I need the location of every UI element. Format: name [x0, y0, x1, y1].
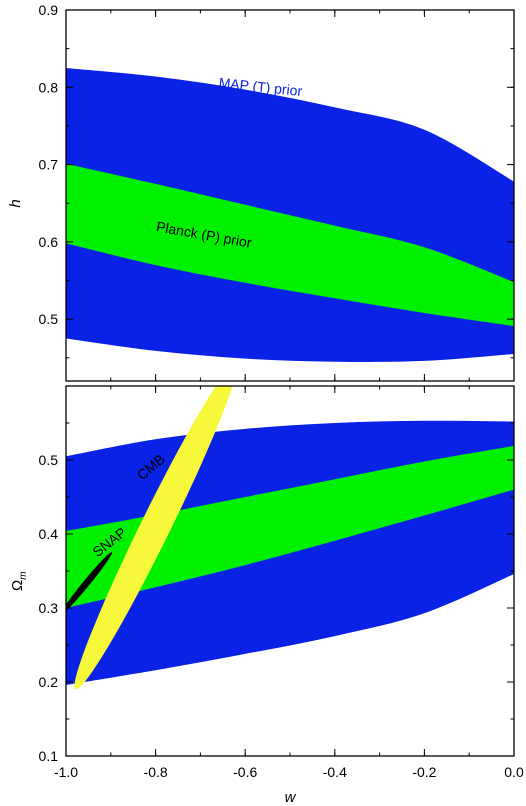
y-tick-label: 0.2 [39, 674, 59, 690]
x-tick-label: -1.0 [54, 764, 78, 780]
ellipse-snap [66, 552, 113, 612]
region-planck-p-prior [66, 163, 514, 327]
x-tick-label: -0.6 [233, 764, 257, 780]
y-axis-title: Ωm [9, 571, 29, 591]
x-tick-label: -0.2 [412, 764, 436, 780]
y-tick-label: 0.1 [39, 748, 59, 764]
x-tick-label: -0.4 [323, 764, 347, 780]
y-tick-label: 0.8 [39, 79, 59, 95]
y-tick-label: 0.5 [39, 311, 59, 327]
ellipse-cmb [74, 386, 233, 690]
y-tick-label: 0.5 [39, 452, 59, 468]
x-tick-label: -0.8 [144, 764, 168, 780]
y-axis-title: h [7, 199, 24, 207]
y-tick-label: 0.4 [39, 526, 59, 542]
x-axis-title: w [285, 789, 297, 806]
y-tick-label: 0.3 [39, 600, 59, 616]
y-tick-label: 0.6 [39, 234, 59, 250]
x-tick-label: 0.0 [504, 764, 524, 780]
y-tick-label: 0.9 [39, 2, 59, 18]
region-planck-prior [66, 445, 514, 608]
y-tick-label: 0.7 [39, 157, 59, 173]
